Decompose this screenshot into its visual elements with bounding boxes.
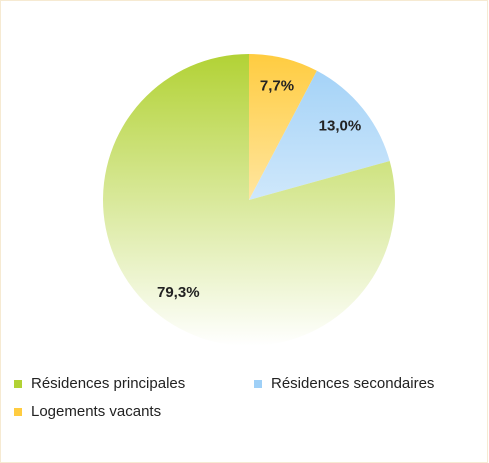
legend-swatch xyxy=(254,380,262,388)
legend-swatch xyxy=(14,380,22,388)
legend-label: Résidences secondaires xyxy=(271,375,434,392)
data-label: 13,0% xyxy=(319,118,362,135)
legend-swatch xyxy=(14,408,22,416)
data-label: 7,7% xyxy=(260,78,294,95)
pie-slice xyxy=(249,70,390,200)
data-label: 79,3% xyxy=(157,284,200,301)
pie-slice xyxy=(102,54,395,346)
legend-label: Résidences principales xyxy=(31,375,185,392)
pie-slice xyxy=(249,54,317,200)
legend-label: Logements vacants xyxy=(31,403,161,420)
